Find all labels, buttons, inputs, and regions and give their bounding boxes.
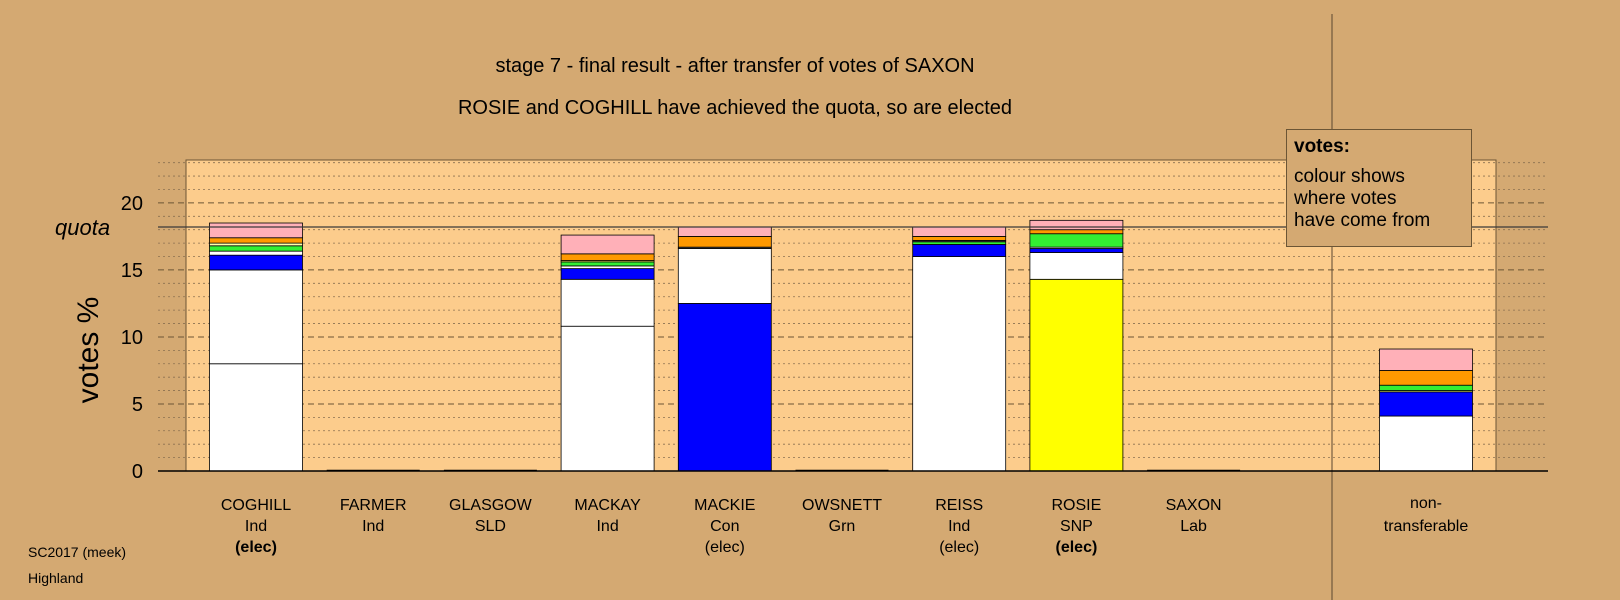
quota-label: quota	[55, 215, 110, 240]
bar-segment-nontransferable	[1379, 370, 1473, 386]
bar-segment-nontransferable	[1379, 391, 1473, 417]
bar-segment-coghill	[209, 363, 303, 472]
x-label-party: Ind	[948, 518, 970, 535]
y-tick-label: 0	[132, 461, 143, 483]
x-label-party: Lab	[1180, 518, 1207, 535]
bar-segment-reiss	[912, 244, 1007, 257]
x-labels: COGHILL Ind (elec) FARMER Ind GLASGOW SLD MACKA…	[221, 495, 1468, 556]
bar-segment-reiss	[912, 256, 1007, 472]
bar-segment-mackay	[560, 268, 655, 280]
bar-segment-mackie	[677, 226, 772, 237]
x-label-name: GLASGOW	[449, 497, 533, 514]
bar-segment-reiss	[912, 236, 1007, 241]
x-label-party: SLD	[475, 518, 506, 535]
bar-segment-nontransferable	[1379, 415, 1473, 472]
bar-segment-coghill	[209, 237, 303, 244]
x-label-name: ROSIE	[1052, 497, 1102, 514]
bar-segment-coghill	[209, 245, 303, 252]
bars	[209, 219, 1473, 472]
x-label-party: SNP	[1060, 518, 1093, 535]
x-label-name: COGHILL	[221, 497, 291, 514]
bar-segment-reiss	[912, 241, 1007, 245]
bar-segment-rosie	[1029, 248, 1124, 253]
plot-area	[185, 159, 1497, 472]
y-tick-label: 20	[121, 193, 143, 215]
footer-source: SC2017 (meek)	[28, 544, 127, 560]
x-label-nontransferable-2: transferable	[1384, 518, 1469, 535]
chart-title: stage 7 - final result - after transfer …	[495, 55, 974, 77]
x-label-name: FARMER	[340, 497, 407, 514]
bar-segment-mackie	[677, 236, 772, 248]
bar-segment-rosie	[1029, 252, 1124, 280]
bar-segment-mackay	[560, 325, 655, 472]
x-label-party: Grn	[829, 518, 856, 535]
bar-segment-coghill	[209, 254, 303, 271]
bar-segment-mackay	[560, 278, 655, 327]
y-tick-label: 15	[121, 260, 143, 282]
x-label-name: REISS	[935, 497, 983, 514]
bar-segment-rosie	[1029, 219, 1124, 231]
x-label-status: (elec)	[1056, 539, 1098, 556]
bar-segment-mackie	[677, 303, 772, 472]
bar-segment-coghill	[209, 269, 303, 365]
legend-title: votes:	[1294, 136, 1350, 157]
bar-segment-nontransferable	[1379, 348, 1473, 371]
x-label-status: (elec)	[939, 539, 979, 556]
bar-segment-mackay	[560, 234, 655, 255]
x-label-party: Ind	[596, 518, 618, 535]
x-label-party: Ind	[362, 518, 384, 535]
x-label-status: (elec)	[705, 539, 745, 556]
y-ticks: 0 5 10 15 20	[121, 193, 143, 483]
bar-segment-rosie	[1029, 233, 1124, 248]
legend: votes: colour shows where votes have com…	[1286, 129, 1472, 247]
y-tick-label: 10	[121, 327, 143, 349]
chart-subtitle: ROSIE and COGHILL have achieved the quot…	[458, 97, 1012, 119]
bar-segment-coghill	[209, 242, 303, 247]
y-tick-label: 5	[132, 394, 143, 416]
x-label-name: MACKAY	[574, 497, 641, 514]
bar-segment-coghill	[209, 250, 303, 256]
legend-line-1: colour shows	[1294, 166, 1405, 187]
legend-line-3: have come from	[1294, 210, 1431, 231]
x-label-party: Ind	[245, 518, 267, 535]
x-label-status: (elec)	[235, 539, 277, 556]
x-label-name: MACKIE	[694, 497, 755, 514]
bar-segment-mackay	[560, 253, 655, 261]
legend-line-2: where votes	[1294, 188, 1397, 209]
x-label-name: SAXON	[1166, 497, 1222, 514]
footer-region: Highland	[28, 570, 84, 586]
grid	[158, 162, 1548, 458]
y-axis-label: votes %	[72, 297, 105, 404]
x-label-name: OWSNETT	[802, 497, 882, 514]
bar-segment-rosie	[1029, 229, 1124, 235]
bar-segment-rosie	[1029, 278, 1124, 472]
x-label-party: Con	[710, 518, 739, 535]
bar-segment-mackie	[677, 248, 772, 304]
x-label-nontransferable-1: non-	[1410, 495, 1442, 512]
bar-segment-mackay	[560, 261, 655, 267]
bar-segment-nontransferable	[1379, 384, 1473, 391]
bar-segment-coghill	[209, 222, 303, 239]
bar-segment-mackay	[560, 265, 655, 269]
bar-segment-reiss	[912, 226, 1007, 237]
